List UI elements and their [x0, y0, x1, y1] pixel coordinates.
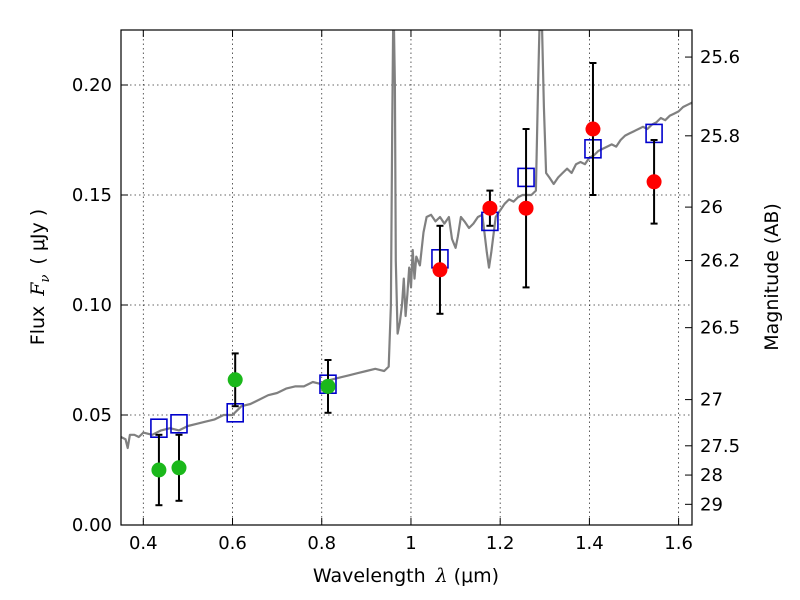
model-spectrum-line — [121, 30, 692, 450]
x-axis-label-text: Wavelength — [313, 565, 426, 587]
x-tick-label: 1 — [405, 533, 416, 554]
y-axis-label: Flux Fν ( μJy ) — [27, 209, 53, 345]
observed-point — [585, 121, 601, 137]
observed-point — [518, 200, 534, 216]
observed-point — [171, 460, 187, 476]
observed-point — [227, 372, 243, 388]
y2-tick-label: 29 — [700, 494, 723, 515]
y-axis-label-symbol: F — [27, 282, 49, 297]
y2-tick-label: 26.2 — [700, 251, 740, 272]
y-axis-label-unit: ( μJy ) — [27, 209, 49, 265]
observed-point — [320, 378, 336, 394]
y2-tick-label: 26.5 — [700, 318, 740, 339]
y2-tick-label: 25.8 — [700, 126, 740, 147]
y2-tick-label: 27 — [700, 390, 723, 411]
x-axis-label: Wavelength λ (μm) — [313, 565, 499, 587]
model-photometry-square — [170, 413, 188, 434]
plot-area — [121, 30, 692, 507]
plot-frame — [120, 29, 693, 526]
x-tick-label: 1.4 — [575, 533, 604, 554]
y-axis-label-subscript: ν — [38, 275, 53, 283]
y2-tick-label: 28 — [700, 465, 723, 486]
y-tick-label: 0.00 — [72, 515, 112, 536]
x-tick-label: 1.6 — [664, 533, 693, 554]
y2-tick-label: 26 — [700, 197, 723, 218]
x-axis-label-unit: (μm) — [454, 565, 499, 587]
x-tick-label: 0.8 — [307, 533, 336, 554]
y-tick-label: 0.15 — [72, 185, 112, 206]
y2-axis-label: Magnitude (AB) — [761, 203, 783, 351]
x-tick-label: 0.4 — [129, 533, 158, 554]
observed-point — [646, 174, 662, 190]
ticks: 0.4 0.6 0.8 1 1.2 1.4 1.6 0.00 0.05 0.10 0.15 0.20 2… — [72, 30, 740, 554]
y2-tick-label: 27.5 — [700, 436, 740, 457]
x-tick-label: 0.6 — [218, 533, 247, 554]
observed-point — [151, 462, 167, 478]
y-tick-label: 0.10 — [72, 295, 112, 316]
observed-point — [482, 200, 498, 216]
x-axis-label-symbol: λ — [435, 565, 448, 587]
y-tick-label: 0.20 — [72, 75, 112, 96]
y-axis-label-text: Flux — [27, 306, 49, 346]
y-tick-label: 0.05 — [72, 405, 112, 426]
x-tick-label: 1.2 — [486, 533, 515, 554]
observed-point — [432, 262, 448, 278]
y2-tick-label: 25.6 — [700, 47, 740, 68]
